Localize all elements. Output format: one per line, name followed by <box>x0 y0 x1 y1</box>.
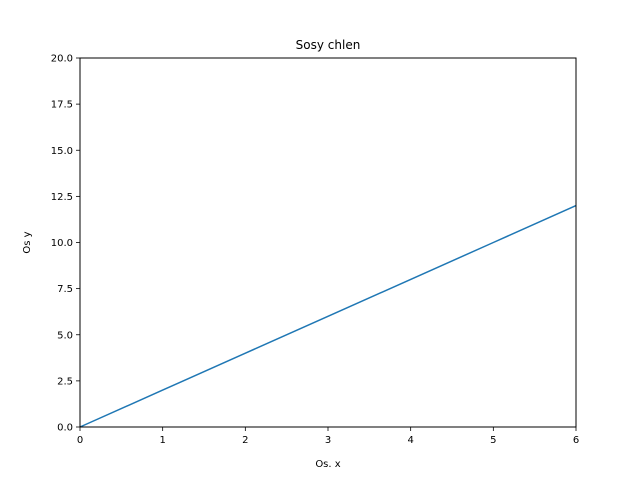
x-axis-label: Os. x <box>315 459 340 470</box>
y-tick-label: 2.5 <box>57 376 73 387</box>
y-tick-label: 0.0 <box>57 423 73 434</box>
y-tick-label: 20.0 <box>51 54 73 65</box>
y-tick-label: 17.5 <box>51 100 73 111</box>
series-line-0 <box>79 204 577 428</box>
x-tick-label: 1 <box>159 435 165 446</box>
y-tick-label: 10.0 <box>51 238 73 249</box>
y-axis-label: Os y <box>22 231 33 253</box>
x-tick-label: 4 <box>407 435 413 446</box>
chart-title: Sosy chlen <box>296 38 361 52</box>
x-tick-label: 2 <box>242 435 248 446</box>
x-tick-label: 0 <box>77 435 83 446</box>
x-tick-label: 6 <box>573 435 579 446</box>
y-tick-label: 12.5 <box>51 192 73 203</box>
x-axis-ticks: 0 1 2 3 4 5 6 <box>77 427 579 446</box>
y-tick-label: 7.5 <box>57 284 73 295</box>
y-tick-label: 5.0 <box>57 330 73 341</box>
series-layer <box>79 204 577 428</box>
y-tick-label: 15.0 <box>51 146 73 157</box>
y-axis-ticks: 0.0 2.5 5.0 7.5 10.0 12.5 15.0 17.5 20.0 <box>51 54 80 434</box>
x-tick-label: 5 <box>490 435 496 446</box>
x-tick-label: 3 <box>325 435 331 446</box>
